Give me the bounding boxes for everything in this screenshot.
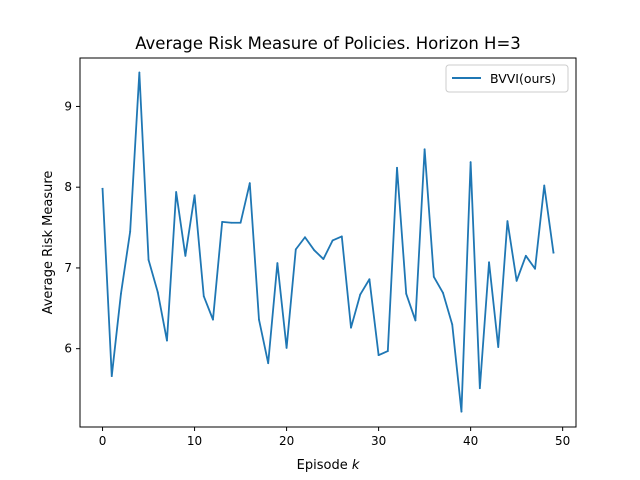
data-point — [552, 251, 555, 254]
data-point — [497, 346, 500, 348]
data-point — [423, 148, 426, 151]
plot-area — [101, 71, 555, 413]
data-point — [239, 221, 242, 224]
data-point — [442, 292, 444, 294]
data-point — [396, 166, 398, 169]
data-point — [534, 267, 536, 270]
data-point — [193, 194, 196, 197]
data-point — [248, 182, 251, 185]
x-tick-label: 0 — [99, 434, 107, 448]
data-point — [405, 292, 408, 295]
data-point — [147, 258, 150, 261]
x-tick-label: 20 — [279, 434, 294, 448]
data-point — [267, 362, 270, 365]
y-axis: 6 7 8 9 — [64, 99, 80, 356]
y-tick-label: 7 — [64, 261, 72, 275]
data-point — [322, 258, 325, 260]
chart-title: Average Risk Measure of Policies. Horizo… — [135, 34, 521, 53]
data-point — [386, 350, 389, 352]
data-point — [175, 191, 178, 193]
x-axis-label-prefix: Episode — [297, 458, 352, 473]
data-point — [524, 254, 527, 257]
data-point — [331, 239, 334, 242]
data-point — [294, 248, 297, 251]
data-point — [110, 375, 113, 378]
x-tick-label: 40 — [463, 434, 478, 448]
x-axis: 0 10 20 30 40 50 — [99, 427, 570, 448]
data-point — [230, 221, 233, 224]
x-tick-label: 30 — [371, 434, 386, 448]
data-point — [478, 387, 481, 390]
data-point — [350, 326, 352, 329]
axes-frame — [79, 57, 577, 428]
data-point — [285, 346, 288, 349]
data-point — [515, 279, 518, 282]
data-point — [156, 291, 159, 294]
data-point — [340, 235, 343, 238]
y-tick-label: 8 — [64, 180, 72, 194]
data-point — [377, 354, 380, 357]
data-point — [488, 261, 490, 264]
data-point — [258, 318, 260, 321]
data-point — [469, 161, 472, 164]
data-point — [451, 323, 454, 326]
data-point — [166, 339, 168, 342]
series-line-bvvi — [101, 71, 555, 413]
y-tick-label: 9 — [64, 99, 72, 113]
data-point — [368, 278, 371, 281]
data-point — [506, 220, 509, 223]
x-axis-label-variable: k — [352, 458, 360, 473]
data-point — [543, 184, 546, 187]
data-point — [460, 410, 463, 413]
data-point — [304, 236, 306, 239]
data-point — [276, 262, 279, 264]
legend: BVVI(ours) — [445, 64, 569, 93]
legend-box — [445, 64, 569, 93]
data-point — [101, 187, 104, 190]
legend-label: BVVI(ours) — [490, 71, 556, 86]
data-point — [202, 295, 205, 298]
data-point — [120, 292, 122, 295]
data-point — [313, 249, 316, 252]
data-point — [212, 318, 214, 321]
x-axis-label: Episode k — [297, 458, 360, 473]
data-point — [184, 254, 187, 257]
data-point — [432, 275, 435, 278]
data-point — [414, 319, 417, 322]
x-tick-label: 10 — [187, 434, 202, 448]
data-point — [221, 221, 224, 223]
y-axis-label: Average Risk Measure — [41, 171, 56, 315]
y-tick-label: 6 — [64, 342, 72, 356]
data-point — [359, 293, 362, 296]
data-point — [129, 230, 132, 233]
data-point — [138, 71, 141, 74]
x-tick-label: 50 — [555, 434, 570, 448]
